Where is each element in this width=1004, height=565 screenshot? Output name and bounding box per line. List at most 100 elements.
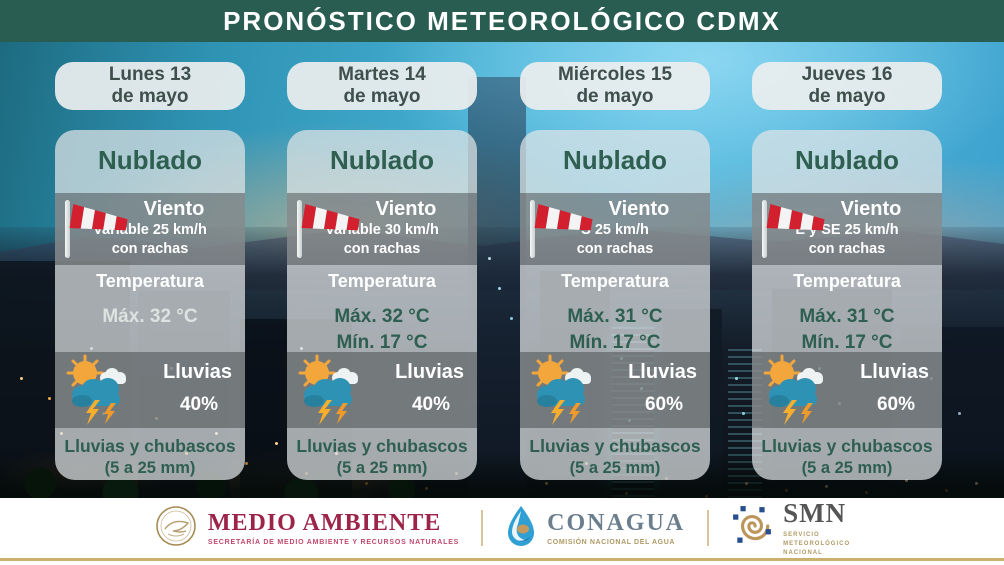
accumulation-line2: (5 a 25 mm) bbox=[336, 458, 428, 477]
accumulation-label: Lluvias y chubascos (5 a 25 mm) bbox=[524, 435, 706, 479]
forecast-card: Nublado Viento Variable 3 bbox=[287, 130, 477, 480]
sun-storm-cloud-icon bbox=[758, 354, 832, 431]
windsock-cone bbox=[69, 203, 129, 242]
rain-section: Lluvias 60% bbox=[520, 352, 710, 428]
date-line1: Jueves 16 bbox=[801, 64, 893, 86]
rain-section: Lluvias 40% bbox=[287, 352, 477, 428]
windsock-pole bbox=[530, 200, 535, 258]
accumulation-label: Lluvias y chubascos (5 a 25 mm) bbox=[291, 435, 473, 479]
wind-label: Viento bbox=[375, 198, 437, 220]
date-card: Martes 14 de mayo bbox=[287, 62, 477, 110]
date-line1: Miércoles 15 bbox=[557, 64, 673, 86]
forecast-column-jueves: Jueves 16 de mayo Nublado bbox=[752, 62, 942, 480]
windsock-cone bbox=[766, 203, 826, 242]
windsock-icon bbox=[65, 200, 131, 260]
smn-subtitle: SERVICIO METEOROLÓGICO NACIONAL bbox=[783, 531, 850, 558]
medio-ambiente-title: MEDIO AMBIENTE bbox=[207, 510, 442, 536]
temperature-label: Temperatura bbox=[561, 271, 669, 291]
sun-storm-cloud-icon bbox=[293, 354, 367, 431]
footer-gold-rule bbox=[0, 558, 1004, 561]
forecast-card: Nublado Viento Variable 2 bbox=[55, 130, 245, 480]
conagua-logo: CONAGUA COMISIÓN NACIONAL DEL AGUA bbox=[505, 505, 685, 552]
temperature-section: Temperatura Máx. 31 °C Mín. 17 °C bbox=[752, 271, 942, 355]
forecast-column-miercoles: Miércoles 15 de mayo Nublado bbox=[520, 62, 710, 480]
condition-label: Nublado bbox=[98, 145, 202, 175]
smn-spiral-icon bbox=[731, 505, 773, 552]
rain-section: Lluvias 60% bbox=[752, 352, 942, 428]
rain-label: Lluvias bbox=[628, 361, 697, 383]
wind-section: Viento S 25 km/h con rachas bbox=[520, 193, 710, 265]
temperature-max: Máx. 32 °C bbox=[102, 306, 198, 327]
windsock-pole bbox=[762, 200, 767, 258]
date-card: Jueves 16 de mayo bbox=[752, 62, 942, 110]
condition-label: Nublado bbox=[330, 145, 434, 175]
footer-divider bbox=[481, 510, 484, 546]
temperature-section: Temperatura Máx. 32 °C bbox=[55, 271, 245, 330]
sun-storm-cloud-icon bbox=[526, 354, 600, 431]
date-card: Lunes 13 de mayo bbox=[55, 62, 245, 110]
wind-detail-2: con rachas bbox=[576, 240, 654, 257]
wind-section: Viento Variable 30 km/h con rachas bbox=[287, 193, 477, 265]
windsock-icon bbox=[530, 200, 596, 260]
smn-title: SMN bbox=[783, 498, 847, 528]
temperature-values: Máx. 32 °C bbox=[55, 304, 245, 330]
conagua-water-drop-icon bbox=[505, 505, 537, 552]
rain-probability: 60% bbox=[644, 394, 683, 415]
condition-label: Nublado bbox=[795, 145, 899, 175]
rain-probability: 40% bbox=[411, 394, 450, 415]
rain-probability: 60% bbox=[876, 394, 915, 415]
temperature-max: Máx. 31 °C bbox=[799, 306, 895, 327]
condition-label: Nublado bbox=[563, 145, 667, 175]
rain-label: Lluvias bbox=[163, 361, 232, 383]
accumulation-line1: Lluvias y chubascos bbox=[296, 436, 468, 456]
smn-subtitle-line1: SERVICIO bbox=[783, 532, 820, 538]
windsock-pole bbox=[65, 200, 70, 258]
wind-section: Viento Variable 25 km/h con rachas bbox=[55, 193, 245, 265]
windsock-icon bbox=[762, 200, 828, 260]
accumulation-line2: (5 a 25 mm) bbox=[801, 458, 893, 477]
rain-probability: 40% bbox=[179, 394, 218, 415]
conagua-subtitle: COMISIÓN NACIONAL DEL AGUA bbox=[547, 539, 676, 546]
temperature-label: Temperatura bbox=[96, 271, 204, 291]
rain-section: Lluvias 40% bbox=[55, 352, 245, 428]
forecast-column-martes: Martes 14 de mayo Nublado bbox=[287, 62, 477, 480]
temperature-section: Temperatura Máx. 32 °C Mín. 17 °C bbox=[287, 271, 477, 355]
wind-label: Viento bbox=[608, 198, 670, 220]
smn-logo: SMN SERVICIO METEOROLÓGICO NACIONAL bbox=[731, 498, 850, 558]
wind-detail-2: con rachas bbox=[808, 240, 886, 257]
temperature-min: Mín. 17 °C bbox=[801, 331, 893, 353]
temperature-values: Máx. 32 °C Mín. 17 °C bbox=[287, 304, 477, 355]
date-card: Miércoles 15 de mayo bbox=[520, 62, 710, 110]
temperature-values: Máx. 31 °C Mín. 17 °C bbox=[752, 304, 942, 355]
windsock-icon bbox=[297, 200, 363, 260]
accumulation-label: Lluvias y chubascos (5 a 25 mm) bbox=[59, 435, 241, 479]
wind-section: Viento E y SE 25 km/h con rachas bbox=[752, 193, 942, 265]
temperature-values: Máx. 31 °C Mín. 17 °C bbox=[520, 304, 710, 355]
mexico-eagle-seal-icon bbox=[154, 504, 198, 553]
medio-ambiente-logo: MEDIO AMBIENTE SECRETARÍA DE MEDIO AMBIE… bbox=[154, 504, 459, 553]
windsock-cone bbox=[534, 203, 594, 242]
accumulation-line2: (5 a 25 mm) bbox=[104, 458, 196, 477]
accumulation-line1: Lluvias y chubascos bbox=[761, 436, 933, 456]
windsock-pole bbox=[297, 200, 302, 258]
forecast-column-lunes: Lunes 13 de mayo Nublado bbox=[55, 62, 245, 480]
temperature-label: Temperatura bbox=[328, 271, 436, 291]
smn-subtitle-line2: METEOROLÓGICO bbox=[783, 541, 851, 547]
date-line2: de mayo bbox=[111, 86, 189, 107]
page-title: PRONÓSTICO METEOROLÓGICO CDMX bbox=[223, 5, 781, 36]
wind-detail: S 25 km/h bbox=[581, 222, 649, 238]
temperature-min: Mín. 17 °C bbox=[336, 331, 428, 353]
conagua-title: CONAGUA bbox=[547, 510, 686, 536]
windsock-cone bbox=[301, 203, 361, 242]
footer-divider bbox=[707, 510, 710, 546]
temperature-max: Máx. 31 °C bbox=[567, 306, 663, 327]
date-line1: Martes 14 bbox=[338, 64, 426, 86]
accumulation-line2: (5 a 25 mm) bbox=[569, 458, 661, 477]
wind-detail-2: con rachas bbox=[111, 240, 189, 257]
temperature-min: Mín. 17 °C bbox=[569, 331, 661, 353]
smn-subtitle-line3: NACIONAL bbox=[783, 550, 823, 556]
forecast-card: Nublado Viento E y SE 25 bbox=[752, 130, 942, 480]
medio-ambiente-subtitle: SECRETARÍA DE MEDIO AMBIENTE Y RECURSOS … bbox=[207, 539, 460, 546]
sun-storm-cloud-icon bbox=[61, 354, 135, 431]
